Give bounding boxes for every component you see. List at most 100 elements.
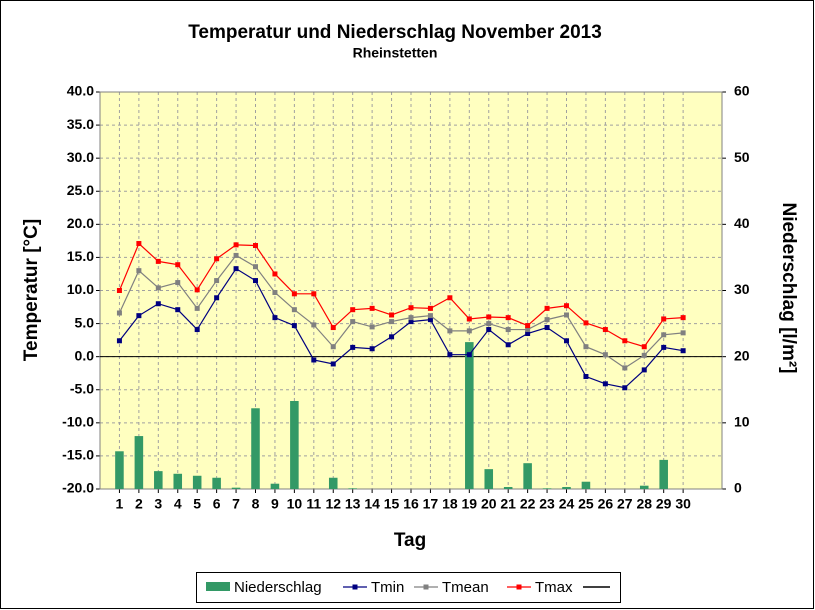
marker <box>350 319 356 325</box>
x-tick-label: 25 <box>578 496 594 512</box>
marker <box>155 301 161 307</box>
bar <box>290 400 299 489</box>
marker <box>486 321 492 327</box>
marker <box>253 278 258 284</box>
y-tick-label: 10.0 <box>67 281 94 297</box>
y2-tick-label: 30 <box>734 281 750 297</box>
marker <box>350 344 356 350</box>
marker <box>641 344 647 350</box>
marker <box>466 352 472 358</box>
x-tick-label: 8 <box>252 496 260 512</box>
y-tick-label: 15.0 <box>67 248 94 264</box>
marker <box>253 264 258 270</box>
x-tick-label: 23 <box>539 496 555 512</box>
marker <box>622 385 628 391</box>
marker <box>272 315 278 321</box>
chart-subtitle: Rheinstetten <box>353 45 438 61</box>
marker <box>602 381 608 387</box>
marker <box>369 305 375 311</box>
x-tick-label: 13 <box>345 496 361 512</box>
y-axis-label: Temperatur [°C] <box>21 219 42 361</box>
bar <box>523 463 532 489</box>
y-tick-label: -20.0 <box>62 480 94 496</box>
marker <box>602 352 608 358</box>
bar <box>134 436 144 489</box>
marker <box>544 325 550 331</box>
bar <box>173 473 183 489</box>
marker <box>680 315 686 321</box>
bar <box>639 485 649 489</box>
marker <box>583 320 589 326</box>
line <box>118 267 684 389</box>
bar <box>192 475 202 489</box>
marker <box>253 243 258 249</box>
marker <box>233 266 239 272</box>
x-tick-label: 22 <box>520 496 536 512</box>
y-tick-label: 20.0 <box>67 215 94 231</box>
bar <box>581 481 591 489</box>
bar <box>465 342 474 489</box>
x-tick-label: 21 <box>500 496 516 512</box>
legend-marker <box>423 584 429 590</box>
marker <box>583 344 589 350</box>
bar <box>542 488 552 489</box>
marker <box>680 348 686 354</box>
marker <box>466 316 472 322</box>
bar <box>270 483 280 489</box>
marker <box>525 323 531 329</box>
marker <box>214 278 220 284</box>
line <box>118 242 684 348</box>
bar <box>154 471 163 489</box>
marker <box>427 313 433 319</box>
x-tick-label: 19 <box>462 496 478 512</box>
y2-tick-label: 20 <box>734 347 750 363</box>
marker <box>583 374 589 380</box>
marker <box>505 342 511 348</box>
bar <box>503 487 513 489</box>
marker <box>408 315 414 321</box>
bar <box>231 487 241 489</box>
marker <box>447 328 453 334</box>
y-tick-label: 0.0 <box>75 347 95 363</box>
y-tick-label: 5.0 <box>75 314 95 330</box>
legend-label: Niederschlag <box>234 579 322 596</box>
legend-label: Tmin <box>371 579 404 596</box>
bar <box>659 459 668 489</box>
legend-swatch <box>206 582 230 591</box>
marker <box>311 357 317 363</box>
marker <box>291 323 297 329</box>
legend-box <box>196 572 621 603</box>
x-tick-label: 1 <box>116 496 124 512</box>
marker <box>544 317 550 323</box>
marker <box>214 256 220 262</box>
marker <box>136 313 142 319</box>
marker <box>408 305 414 311</box>
marker <box>564 312 569 318</box>
bar <box>212 477 221 489</box>
marker <box>116 288 122 293</box>
x-tick-label: 14 <box>364 496 380 512</box>
marker <box>447 352 453 358</box>
marker <box>291 307 297 313</box>
x-tick-label: 15 <box>384 496 400 512</box>
marker <box>544 305 550 311</box>
x-tick-label: 26 <box>598 496 614 512</box>
x-tick-label: 28 <box>636 496 652 512</box>
marker <box>311 322 317 328</box>
marker <box>233 242 239 248</box>
marker <box>661 332 667 338</box>
y2-axis-label: Niederschlag [l/m²] <box>778 202 799 373</box>
marker <box>486 327 492 333</box>
marker <box>330 325 336 331</box>
marker <box>661 316 667 322</box>
marker <box>427 305 433 311</box>
y-tick-label: 40.0 <box>67 83 94 99</box>
bar <box>328 477 338 489</box>
marker <box>194 305 200 311</box>
bar <box>348 488 357 489</box>
marker <box>641 352 647 358</box>
x-tick-label: 7 <box>232 496 240 512</box>
marker <box>641 367 647 373</box>
marker <box>389 312 395 318</box>
